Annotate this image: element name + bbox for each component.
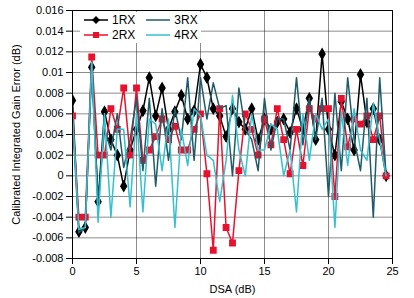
svg-text:-0.002: -0.002 [32, 190, 63, 202]
svg-text:0.01: 0.01 [42, 66, 63, 78]
svg-text:0.006: 0.006 [36, 107, 64, 119]
svg-text:5: 5 [133, 265, 139, 277]
svg-text:10: 10 [194, 265, 206, 277]
svg-text:0.016: 0.016 [36, 4, 64, 16]
html-text:1RX: 1RX [112, 13, 136, 27]
svg-text:0.008: 0.008 [36, 87, 64, 99]
svg-text:-0.006: -0.006 [32, 231, 63, 243]
svg-text:15: 15 [258, 265, 270, 277]
svg-text:0.004: 0.004 [36, 128, 64, 140]
svg-text:20: 20 [322, 265, 334, 277]
svg-text:0: 0 [69, 265, 75, 277]
html-text:2RX: 2RX [112, 28, 136, 42]
svg-text:DSA (dB): DSA (dB) [210, 283, 256, 295]
svg-text:-0.004: -0.004 [32, 211, 63, 223]
html-text:3RX: 3RX [174, 13, 198, 27]
svg-text:0.012: 0.012 [36, 45, 64, 57]
svg-text:0.002: 0.002 [36, 149, 64, 161]
svg-text:-0.008: -0.008 [32, 252, 63, 264]
html-text:4RX: 4RX [174, 28, 198, 42]
svg-text:0.014: 0.014 [36, 25, 64, 37]
svg-text:25: 25 [386, 265, 398, 277]
svg-text:0: 0 [57, 169, 63, 181]
svg-text:Calibrated Integrated Gain Err: Calibrated Integrated Gain Error (dB) [10, 44, 22, 224]
